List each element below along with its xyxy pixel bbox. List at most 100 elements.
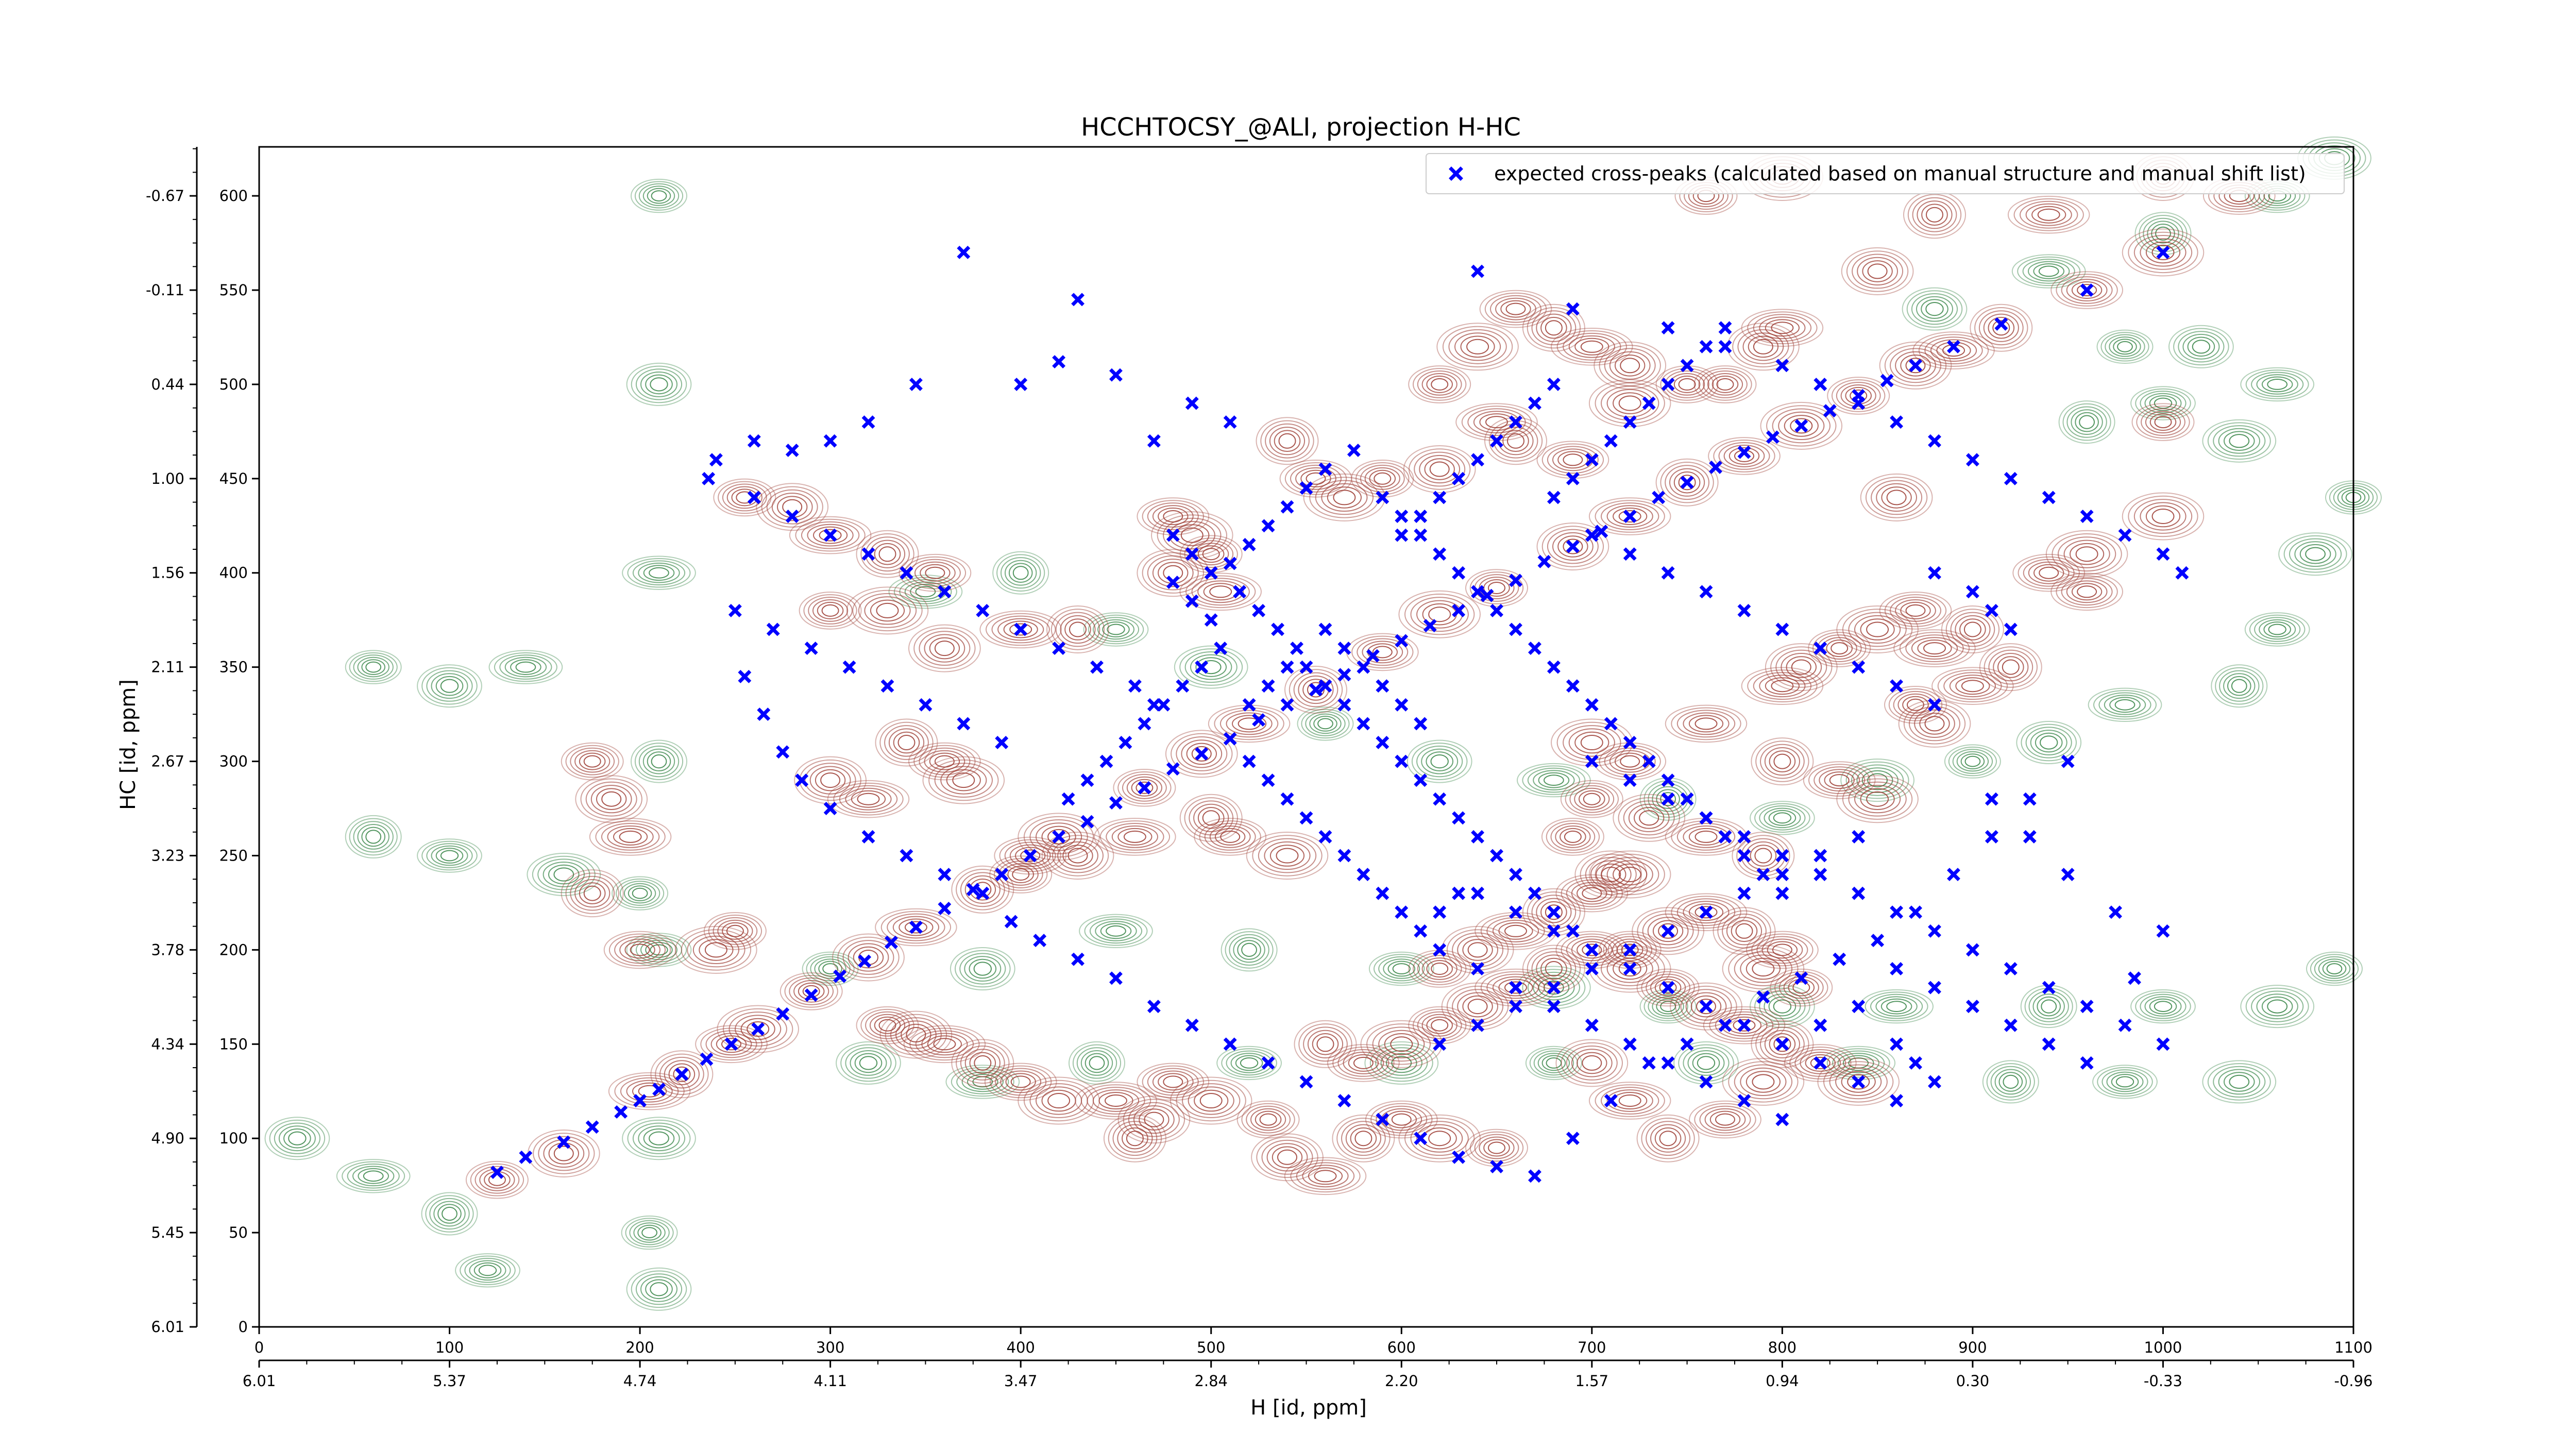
negative-contour-contour-level	[2224, 1072, 2255, 1092]
positive-contour-contour-level	[1009, 844, 1051, 867]
negative-contour-contour-level	[619, 881, 660, 906]
positive-contour-contour-level	[1507, 433, 1524, 449]
positive-contour-contour-level	[1390, 1036, 1413, 1052]
expected-peak-marker	[1309, 683, 1323, 697]
expected-peak-marker	[1775, 1113, 1789, 1126]
expected-peak-marker-stroke-b	[1223, 1037, 1237, 1051]
expected-peak-marker	[1471, 962, 1485, 975]
positive-contour-contour-level	[1555, 825, 1591, 848]
expected-peak-marker-stroke-b	[1166, 762, 1180, 776]
negative-contour-contour-level	[2105, 334, 2145, 360]
expected-peak-marker	[1490, 603, 1503, 617]
positive-contour-contour-level	[1428, 1131, 1451, 1147]
positive-contour-contour-level	[1919, 713, 1950, 735]
positive-contour-contour-level	[934, 763, 993, 798]
positive-contour-contour-level	[1694, 1103, 1756, 1136]
positive-contour-contour-level	[1469, 571, 1524, 604]
expected-peak-marker-stroke-b	[1661, 321, 1675, 335]
expected-peak-marker-stroke-b	[938, 585, 952, 599]
expected-peak-marker	[2004, 1018, 2018, 1032]
expected-peak-marker	[1547, 905, 1561, 919]
expected-peak-marker	[1775, 886, 1789, 900]
negative-contour-contour-level	[969, 958, 997, 979]
positive-contour-contour-level	[1568, 728, 1615, 757]
positive-contour-contour-level	[1655, 458, 1719, 507]
expected-peak-marker	[1166, 762, 1180, 776]
expected-peak-marker	[1433, 792, 1447, 806]
negative-contour-contour-level	[274, 1122, 321, 1154]
expected-peak-marker	[1547, 660, 1561, 674]
expected-peak-marker-stroke-b	[1061, 792, 1075, 806]
expected-peak-marker-stroke-b	[1433, 905, 1447, 919]
expected-peak-marker	[2042, 981, 2056, 995]
expected-peak-marker	[1928, 434, 1941, 448]
negative-contour-contour-level	[2213, 1066, 2266, 1098]
positive-contour-peak	[1912, 331, 1995, 369]
expected-peak-marker-stroke-b	[1661, 1056, 1675, 1070]
negative-contour-contour-level	[2240, 367, 2315, 402]
negative-contour-contour-level	[964, 956, 1002, 982]
positive-contour-contour-level	[1055, 612, 1100, 647]
positive-contour-contour-level	[1765, 677, 1800, 695]
positive-contour-contour-level	[1728, 1061, 1799, 1103]
positive-contour-contour-level	[1404, 594, 1475, 635]
negative-contour-contour-level	[2245, 987, 2309, 1025]
negative-contour-peak	[2240, 985, 2315, 1029]
negative-contour-contour-level	[1102, 621, 1130, 637]
negative-contour-contour-level	[1840, 759, 1915, 802]
negative-contour-contour-level	[2130, 989, 2196, 1024]
positive-contour-contour-level	[1876, 483, 1918, 512]
expected-peak-marker-stroke-b	[1737, 603, 1751, 617]
negative-contour-contour-level	[1759, 990, 1806, 1022]
positive-contour-peak	[1594, 341, 1667, 390]
negative-contour-contour-level	[357, 824, 389, 850]
negative-contour-contour-level	[645, 1279, 673, 1300]
positive-contour-peak	[1655, 458, 1719, 507]
positive-contour-contour-level	[1921, 204, 1948, 226]
expected-peak-marker	[1395, 754, 1409, 768]
expected-peak-marker	[1718, 830, 1732, 844]
expected-peak-marker	[1965, 1000, 1979, 1014]
positive-contour-contour-level	[1735, 923, 1753, 939]
positive-contour-contour-level	[1771, 680, 1794, 693]
positive-contour-contour-level	[1105, 1094, 1127, 1107]
negative-contour-contour-level	[537, 858, 590, 890]
expected-peak-marker-stroke-b	[1090, 660, 1104, 674]
y-tick-label: 400	[219, 564, 248, 582]
expected-peak-marker	[1223, 415, 1237, 429]
positive-contour-contour-level	[956, 869, 1010, 911]
positive-contour-peak	[1251, 1133, 1324, 1182]
positive-contour-contour-level	[851, 790, 886, 808]
negative-contour-contour-level	[1229, 934, 1269, 966]
legend: expected cross-peaks (calculated based o…	[1426, 153, 2345, 194]
positive-contour-contour-level	[1646, 1121, 1691, 1156]
expected-peak-marker-stroke-b	[1185, 547, 1199, 561]
negative-contour-contour-level	[845, 1047, 892, 1079]
positive-contour-contour-level	[1688, 715, 1724, 733]
negative-contour-contour-level	[2267, 999, 2288, 1014]
y-ppm-tick-label: 1.56	[151, 564, 184, 582]
positive-contour-peak	[1194, 818, 1267, 856]
expected-peak-marker	[1185, 396, 1199, 410]
expected-peak-marker	[1585, 962, 1599, 975]
negative-contour-contour-level	[421, 667, 478, 705]
positive-contour-peak	[1541, 818, 1604, 856]
negative-contour-contour-level	[1773, 812, 1792, 824]
positive-contour-contour-level	[1673, 471, 1701, 494]
positive-contour-contour-level	[2145, 505, 2181, 528]
negative-contour-contour-level	[2088, 687, 2162, 722]
positive-contour-contour-level	[2025, 203, 2072, 226]
positive-contour-contour-level	[1665, 893, 1748, 931]
positive-contour-peak	[827, 780, 910, 818]
expected-peak-marker	[1233, 585, 1247, 599]
positive-contour-contour-level	[1646, 973, 1691, 1002]
positive-contour-contour-level	[888, 728, 925, 757]
positive-contour-contour-level	[603, 931, 676, 969]
expected-peak-marker	[909, 377, 923, 391]
negative-contour-contour-level	[2149, 998, 2177, 1015]
negative-contour-contour-level	[473, 1262, 502, 1278]
negative-contour-contour-level	[650, 1282, 668, 1296]
negative-contour-contour-level	[814, 958, 846, 979]
negative-contour-contour-level	[2016, 721, 2082, 764]
positive-contour-contour-level	[1961, 680, 1984, 693]
